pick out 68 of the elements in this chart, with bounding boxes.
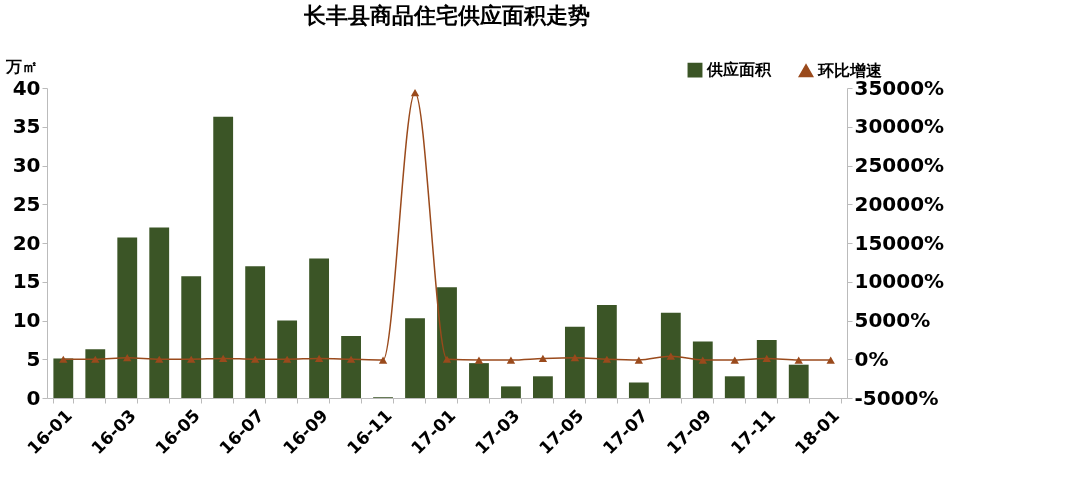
point	[666, 352, 675, 360]
point	[474, 356, 484, 364]
point	[346, 355, 356, 363]
bar	[628, 382, 649, 398]
point	[91, 355, 100, 363]
point	[442, 355, 452, 363]
bar	[564, 326, 585, 398]
point	[378, 356, 388, 364]
bar	[85, 349, 106, 398]
bar	[469, 363, 489, 398]
bar	[341, 336, 361, 398]
bar	[437, 287, 457, 398]
bar	[596, 305, 617, 398]
bar	[117, 237, 138, 398]
bar	[181, 276, 202, 398]
bar	[756, 339, 777, 398]
point	[826, 356, 835, 364]
y-tick-label: 0	[26, 385, 41, 410]
y-tick-label: 10	[12, 308, 41, 332]
y-tick-label: 35	[12, 114, 41, 139]
point	[762, 354, 771, 363]
bar	[788, 364, 809, 398]
bar	[724, 376, 745, 398]
y2-tick-label: 30000%	[854, 114, 945, 139]
y-tick-label: 15	[12, 269, 41, 294]
point	[123, 354, 132, 362]
chart-title: 长丰县商品住宅供应面积走势	[303, 3, 590, 28]
y2-tick-label: 25000%	[854, 153, 945, 177]
y2-tick-label: -5000%	[854, 385, 939, 410]
y2-tick-label: 0%	[854, 346, 889, 371]
point	[538, 354, 548, 363]
y-tick-label: 30	[12, 153, 41, 177]
point	[410, 89, 420, 97]
y-tick-label: 20	[12, 230, 41, 255]
bar	[277, 320, 298, 398]
y2-tick-label: 20000%	[854, 191, 945, 216]
point	[602, 355, 612, 363]
point	[314, 354, 324, 363]
bar	[149, 227, 170, 398]
point	[570, 354, 580, 362]
y-tick-label: 5	[26, 346, 41, 371]
y-tick-label: 40	[12, 75, 41, 100]
y-axis-title: 万㎡	[4, 56, 38, 76]
point	[698, 356, 707, 364]
y2-tick-label: 5000%	[854, 308, 931, 332]
y2-tick-label: 15000%	[854, 230, 945, 255]
bar	[405, 318, 425, 398]
y-tick-label: 25	[12, 191, 41, 216]
bar	[692, 341, 713, 398]
y2-tick-label: 10000%	[854, 269, 945, 294]
legend-label: 供应面积	[706, 60, 772, 80]
point	[794, 356, 803, 364]
bar	[533, 376, 553, 398]
point	[634, 356, 644, 364]
bar	[245, 266, 266, 398]
point	[59, 355, 68, 363]
point	[219, 354, 228, 363]
point	[730, 356, 739, 364]
point	[506, 356, 516, 364]
bar	[660, 312, 681, 398]
bar	[309, 258, 330, 398]
bar	[501, 386, 521, 398]
point	[187, 355, 196, 363]
point	[282, 355, 292, 363]
point	[250, 355, 260, 363]
point	[155, 355, 164, 363]
bar	[213, 116, 234, 398]
bar	[53, 358, 74, 398]
